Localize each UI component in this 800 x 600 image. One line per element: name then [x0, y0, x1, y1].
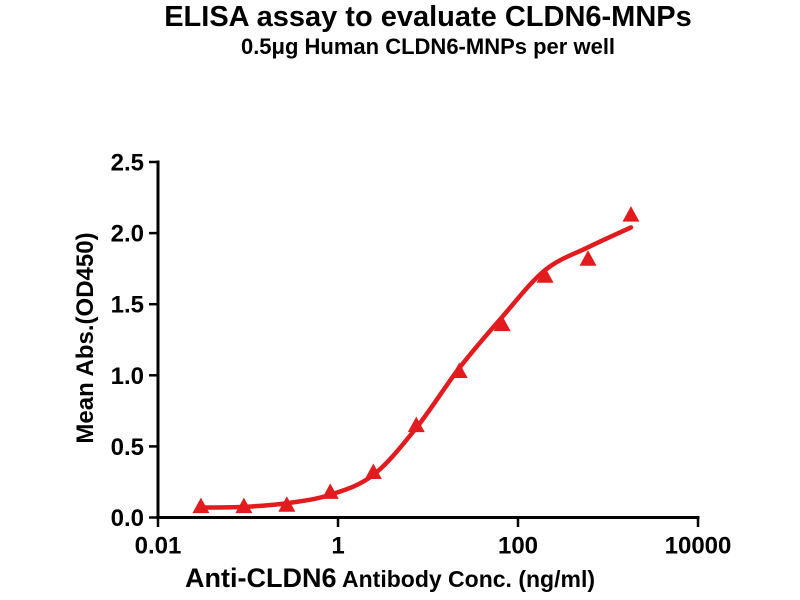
fit-curve: [198, 225, 634, 510]
data-point-marker: [622, 206, 640, 222]
x-axis-label-emphasis: Anti-CLDN6: [185, 563, 337, 593]
data-point-marker: [493, 315, 511, 332]
y-tick-label: 0.0: [111, 505, 144, 532]
data-point-marker: [321, 483, 339, 499]
data-point-marker: [407, 416, 425, 433]
x-tick-label: 100: [498, 533, 538, 560]
chart-subtitle: 0.5μg Human CLDN6-MNPs per well: [240, 34, 616, 59]
y-tick-label: 1.0: [111, 363, 144, 390]
data-point-marker: [450, 362, 468, 379]
x-tick-label: 0.01: [135, 533, 182, 560]
data-point-marker: [192, 497, 210, 514]
y-axis-label: Mean Abs.(OD450): [72, 232, 99, 444]
y-tick-label: 2.0: [111, 221, 144, 248]
data-point-marker: [579, 250, 597, 266]
x-tick-label: 10000: [665, 533, 732, 560]
y-tick-label: 1.5: [111, 292, 144, 319]
x-tick-label: 1: [331, 533, 344, 560]
data-point-marker: [235, 497, 253, 514]
chart-title: ELISA assay to evaluate CLDN6-MNPs: [164, 1, 692, 33]
axis-lines: [156, 160, 700, 519]
x-axis-label-units: Antibody Conc. (ng/ml): [336, 566, 595, 592]
data-point-marker: [536, 267, 554, 283]
data-point-marker: [364, 463, 382, 479]
y-tick-label: 0.5: [111, 434, 144, 461]
x-axis-label: Anti-CLDN6 Antibody Conc. (ng/ml): [158, 563, 622, 594]
data-point-marker: [278, 496, 296, 512]
y-tick-label: 2.5: [111, 150, 144, 177]
